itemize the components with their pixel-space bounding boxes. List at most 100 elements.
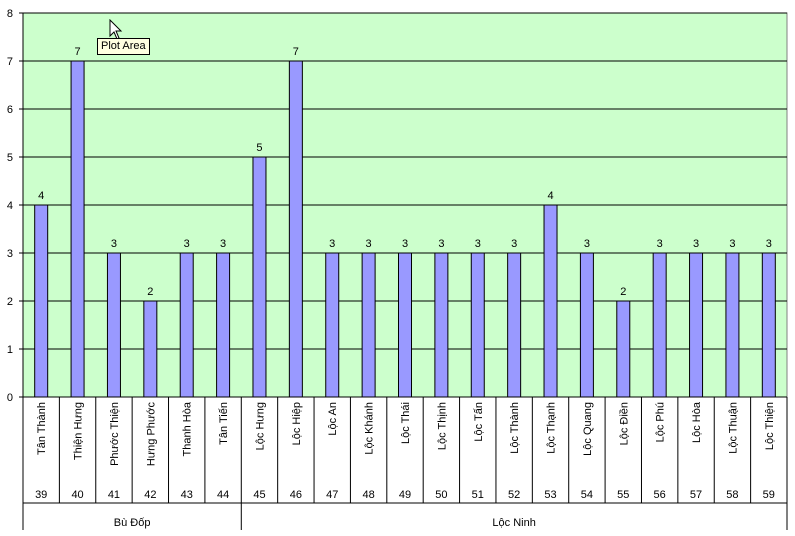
x-category-label: Lộc An (327, 402, 339, 436)
x-category-code: 55 (617, 489, 629, 501)
x-axis: Tân Thành 39 Thiện Hưng 40 Phước Thiện 41 Hưng… (22, 396, 788, 530)
x-category-label: Lộc Tấn (473, 402, 485, 442)
plot-area-tooltip: Plot Area (97, 38, 150, 55)
data-label: 3 (766, 238, 772, 250)
x-category-label: Lộc Thuận (727, 402, 739, 454)
data-label: 3 (584, 238, 590, 250)
x-category-code: 44 (217, 489, 229, 501)
bar (689, 252, 704, 398)
bar (252, 156, 267, 398)
data-label: 3 (438, 238, 444, 250)
x-category-label: Lộc Thịnh (436, 402, 448, 450)
bar (616, 300, 631, 398)
x-category-code: 40 (71, 489, 83, 501)
bar (34, 204, 49, 398)
x-category-label: Lộc Thiện (764, 402, 776, 450)
bar (761, 252, 776, 398)
data-label: 3 (329, 238, 335, 250)
data-label: 3 (111, 238, 117, 250)
x-category-label: Phước Thiện (109, 402, 121, 466)
x-category-code: 42 (144, 489, 156, 501)
x-category-code: 46 (290, 489, 302, 501)
x-category-label: Tân Thành (36, 402, 48, 455)
bars: 4 7 3 2 3 3 5 7 3 3 3 3 3 3 4 3 2 3 3 3 3 (34, 46, 776, 398)
x-category-code: 47 (326, 489, 338, 501)
data-label: 3 (366, 238, 372, 250)
bar (579, 252, 594, 398)
data-label: 7 (75, 46, 81, 58)
x-category-code: 57 (690, 489, 702, 501)
bar (70, 60, 85, 398)
y-axis: 0 1 2 3 4 5 6 7 8 (7, 8, 24, 404)
x-group-label: Bù Đốp (114, 517, 151, 529)
data-label: 2 (147, 286, 153, 298)
bar (434, 252, 449, 398)
x-category-label: Thanh Hòa (182, 401, 194, 456)
x-category-code: 45 (253, 489, 265, 501)
y-tick-label: 4 (7, 200, 13, 212)
y-tick-label: 3 (7, 248, 13, 260)
data-label: 4 (38, 190, 44, 202)
x-category-code: 59 (763, 489, 775, 501)
x-category-code: 58 (726, 489, 738, 501)
x-category-label: Lộc Phú (655, 402, 667, 442)
x-category-label: Lộc Quang (582, 402, 594, 456)
data-label: 4 (547, 190, 553, 202)
x-category-code: 51 (472, 489, 484, 501)
y-tick-label: 7 (7, 56, 13, 68)
bar (361, 252, 376, 398)
bar (507, 252, 522, 398)
x-category-label: Lộc Thành (509, 402, 521, 454)
x-category-label: Lộc Hòa (691, 401, 703, 443)
bar (652, 252, 667, 398)
bar (143, 300, 158, 398)
y-tick-label: 6 (7, 104, 13, 116)
bar (179, 252, 194, 398)
data-label: 3 (693, 238, 699, 250)
data-label: 3 (657, 238, 663, 250)
x-category-label: Hưng Phước (145, 402, 157, 467)
x-category-label: Tân Tiến (218, 402, 230, 445)
bar (398, 252, 412, 398)
bar (106, 252, 121, 398)
bar (470, 252, 485, 398)
x-category-label: Lộc Thạnh (546, 402, 558, 454)
x-group-label: Lộc Ninh (492, 517, 535, 529)
y-tick-label: 2 (7, 296, 13, 308)
y-tick-label: 0 (7, 392, 13, 404)
x-category-code: 48 (362, 489, 374, 501)
y-tick-label: 5 (7, 152, 13, 164)
data-label: 2 (620, 286, 626, 298)
data-label: 3 (184, 238, 190, 250)
data-label: 7 (293, 46, 299, 58)
x-category-code: 54 (581, 489, 593, 501)
x-category-code: 39 (35, 489, 47, 501)
x-category-label: Lộc Điền (618, 402, 630, 445)
x-category-label: Lộc Hưng (254, 402, 266, 450)
y-tick-label: 1 (7, 344, 13, 356)
data-label: 3 (511, 238, 517, 250)
data-label: 3 (475, 238, 481, 250)
x-category-code: 50 (435, 489, 447, 501)
x-category-code: 53 (544, 489, 556, 501)
bar (325, 252, 340, 398)
data-label: 5 (256, 142, 262, 154)
x-category-label: Lộc Khánh (364, 402, 376, 455)
x-category-code: 52 (508, 489, 520, 501)
x-category-code: 41 (108, 489, 120, 501)
x-category-label: Lộc Hiệp (291, 402, 303, 445)
bar (216, 252, 231, 398)
x-category-label: Thiện Hưng (73, 402, 85, 460)
bar (288, 60, 303, 398)
x-category-code: 56 (654, 489, 666, 501)
data-label: 3 (220, 238, 226, 250)
data-label: 3 (729, 238, 735, 250)
x-category-label: Lộc Thái (400, 402, 412, 444)
x-category-code: 49 (399, 489, 411, 501)
bar (543, 204, 558, 398)
x-category-code: 43 (181, 489, 193, 501)
y-tick-label: 8 (7, 8, 13, 20)
bar (725, 252, 740, 398)
data-label: 3 (402, 238, 408, 250)
